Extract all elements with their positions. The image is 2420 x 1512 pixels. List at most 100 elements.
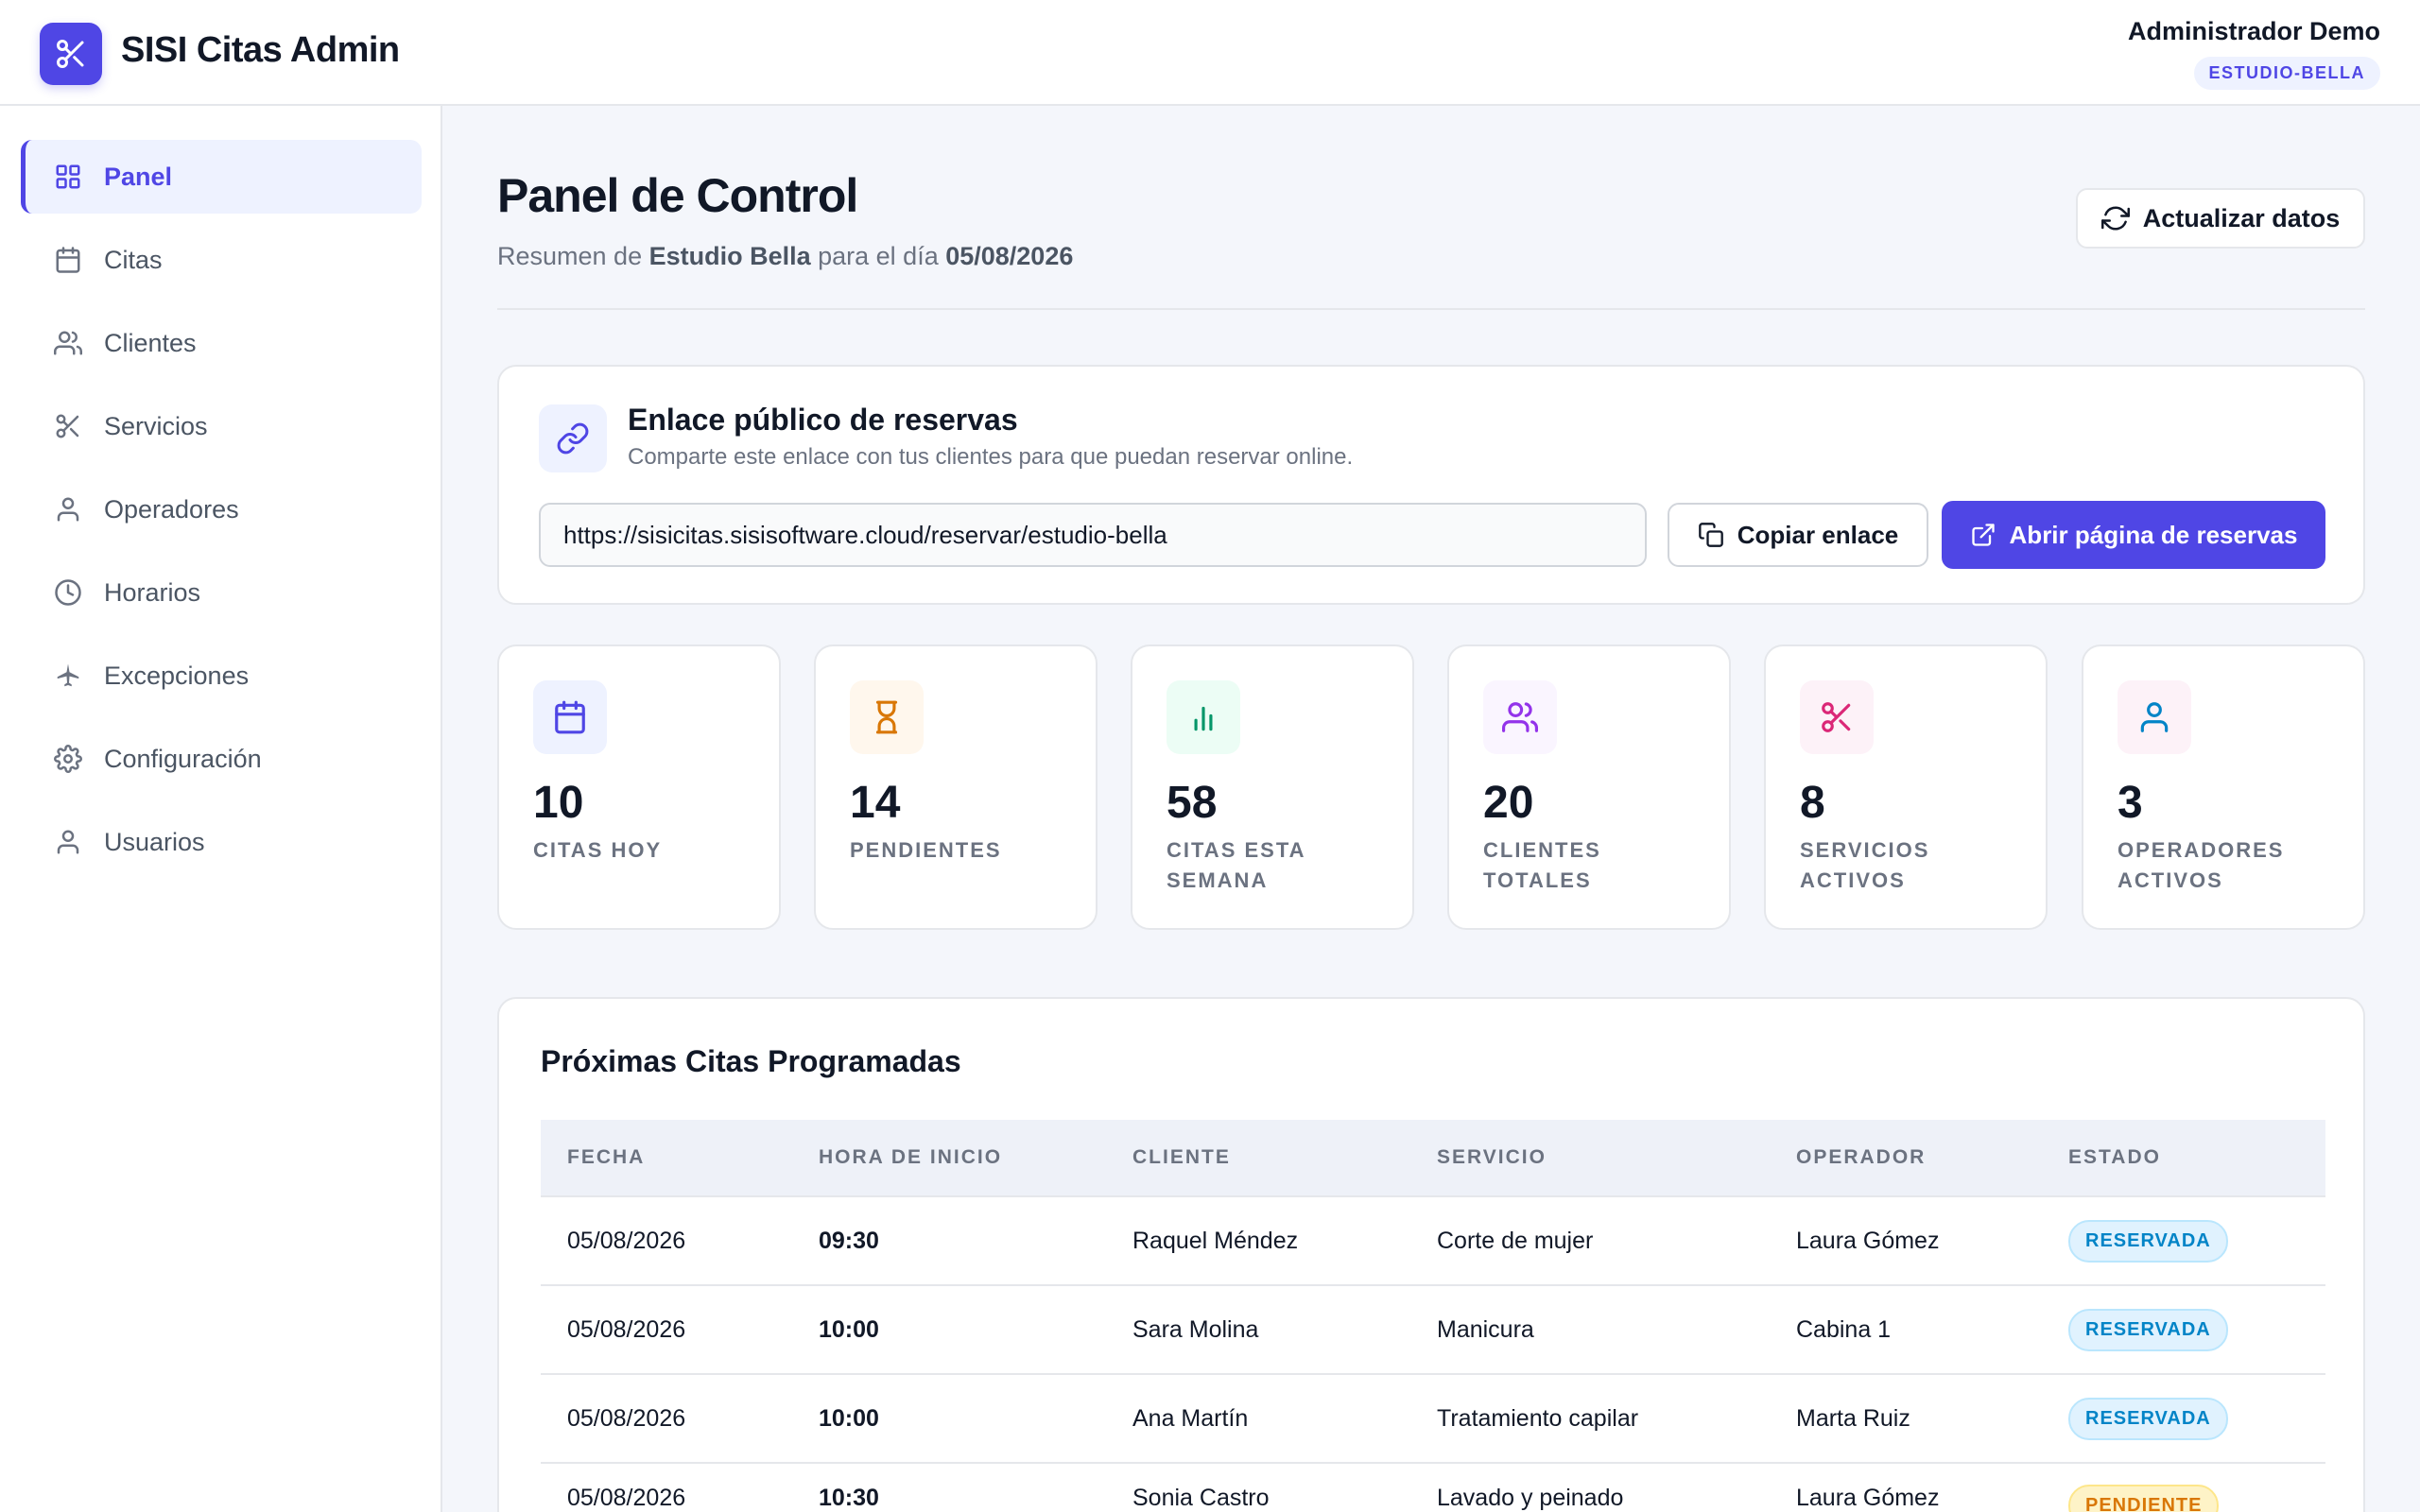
subtitle-mid: para el día — [810, 242, 946, 270]
sidebar-item-label: Operadores — [104, 494, 239, 524]
header-divider — [497, 308, 2365, 310]
sidebar-item-label: Citas — [104, 245, 163, 274]
stat-label: Pendientes — [850, 838, 1002, 862]
user-icon — [53, 827, 83, 857]
copy-icon — [1698, 523, 1723, 547]
column-header-fecha[interactable]: FECHA — [567, 1146, 646, 1168]
stat-value: 10 — [533, 778, 584, 828]
table-row[interactable]: 05/08/2026 10:30 Sonia Castro Lavado y p… — [541, 1464, 2325, 1512]
subtitle-prefix: Resumen de — [497, 242, 649, 270]
users-icon — [53, 328, 83, 358]
top-bar: SISI Citas Admin Administrador Demo ESTU… — [0, 0, 2420, 106]
stat-value: 8 — [1800, 778, 1825, 828]
user-icon — [2118, 680, 2191, 754]
calendar-icon — [53, 245, 83, 275]
cell-operador: Marta Ruiz — [1796, 1405, 1910, 1432]
refresh-label: Actualizar datos — [2142, 203, 2341, 232]
sidebar-item-label: Panel — [104, 162, 173, 191]
cell-fecha: 05/08/2026 — [567, 1316, 686, 1343]
column-header-cliente[interactable]: CLIENTE — [1132, 1146, 1231, 1168]
app-logo[interactable] — [40, 23, 102, 85]
open-booking-page-button[interactable]: Abrir página de reservas — [1942, 501, 2325, 569]
cell-hora: 10:00 — [819, 1405, 879, 1432]
copy-link-label: Copiar enlace — [1737, 520, 1899, 549]
open-booking-page-label: Abrir página de reservas — [2009, 520, 2298, 549]
scissors-icon — [53, 411, 83, 441]
stat-card-citas-semana: 58 Citas esta semana — [1131, 644, 1414, 930]
sidebar-item-horarios[interactable]: Horarios — [21, 556, 422, 629]
column-header-estado[interactable]: ESTADO — [2068, 1146, 2161, 1168]
sidebar: Panel Citas Clientes Servicios Operadore… — [0, 106, 442, 1512]
stat-label: Citas esta semana — [1167, 838, 1305, 892]
cell-hora: 10:00 — [819, 1316, 879, 1343]
sidebar-item-clientes[interactable]: Clientes — [21, 306, 422, 380]
stat-label: Clientes totales — [1483, 838, 1601, 892]
column-header-servicio[interactable]: SERVICIO — [1437, 1146, 1547, 1168]
clock-icon — [53, 577, 83, 608]
stat-card-citas-hoy: 10 Citas hoy — [497, 644, 781, 930]
cell-operador: Laura Gómez — [1796, 1485, 1940, 1511]
sidebar-item-label: Servicios — [104, 411, 208, 440]
sidebar-item-configuracion[interactable]: Configuración — [21, 722, 422, 796]
app-title: SISI Citas Admin — [121, 30, 400, 70]
refresh-icon — [2100, 206, 2130, 231]
table-row[interactable]: 05/08/2026 10:00 Sara Molina Manicura Ca… — [541, 1286, 2325, 1375]
tenant-badge: ESTUDIO-BELLA — [2193, 57, 2380, 90]
sidebar-item-panel[interactable]: Panel — [21, 140, 422, 214]
cell-cliente: Ana Martín — [1132, 1405, 1249, 1432]
table-row[interactable]: 05/08/2026 09:30 Raquel Méndez Corte de … — [541, 1197, 2325, 1286]
booking-url-input[interactable] — [539, 503, 1647, 567]
sidebar-item-servicios[interactable]: Servicios — [21, 389, 422, 463]
status-badge: RESERVADA — [2068, 1309, 2228, 1351]
column-header-operador[interactable]: OPERADOR — [1796, 1146, 1927, 1168]
cell-cliente: Sonia Castro — [1132, 1485, 1270, 1511]
sidebar-item-label: Clientes — [104, 328, 197, 357]
cell-fecha: 05/08/2026 — [567, 1228, 686, 1254]
status-badge: PENDIENTE — [2068, 1485, 2220, 1512]
stat-card-pendientes: 14 Pendientes — [814, 644, 1098, 930]
user-name[interactable]: Administrador Demo — [2127, 17, 2380, 45]
column-header-hora[interactable]: HORA DE INICIO — [819, 1146, 1003, 1168]
sidebar-item-citas[interactable]: Citas — [21, 223, 422, 297]
cell-operador: Laura Gómez — [1796, 1228, 1940, 1254]
sidebar-item-usuarios[interactable]: Usuarios — [21, 805, 422, 879]
cell-hora: 10:30 — [819, 1485, 879, 1511]
cell-operador: Cabina 1 — [1796, 1316, 1892, 1343]
stat-value: 3 — [2118, 778, 2143, 828]
stat-label: Citas hoy — [533, 838, 663, 862]
cell-fecha: 05/08/2026 — [567, 1405, 686, 1432]
stat-label: Operadores activos — [2118, 838, 2285, 892]
sidebar-item-operadores[interactable]: Operadores — [21, 472, 422, 546]
stat-label: Servicios activos — [1800, 838, 1930, 892]
bar-chart-icon — [1167, 680, 1240, 754]
table-row[interactable]: 05/08/2026 10:00 Ana Martín Tratamiento … — [541, 1375, 2325, 1464]
sidebar-item-excepciones[interactable]: Excepciones — [21, 639, 422, 713]
gear-icon — [53, 744, 83, 774]
stat-card-operadores-activos: 3 Operadores activos — [2082, 644, 2365, 930]
booking-link-title: Enlace público de reservas — [628, 403, 1018, 437]
sidebar-item-label: Usuarios — [104, 827, 205, 856]
page-subtitle: Resumen de Estudio Bella para el día 05/… — [497, 242, 1073, 271]
stat-card-servicios-activos: 8 Servicios activos — [1764, 644, 2048, 930]
scissors-icon — [1800, 680, 1874, 754]
studio-name: Estudio Bella — [648, 242, 811, 270]
sidebar-item-label: Configuración — [104, 744, 262, 773]
plane-icon — [53, 661, 83, 691]
cell-hora: 09:30 — [819, 1228, 879, 1254]
stat-value: 14 — [850, 778, 901, 828]
sidebar-item-label: Excepciones — [104, 661, 250, 690]
copy-link-button[interactable]: Copiar enlace — [1668, 503, 1928, 567]
stat-value: 20 — [1483, 778, 1534, 828]
status-badge: RESERVADA — [2068, 1220, 2228, 1263]
booking-link-card: Enlace público de reservas Comparte este… — [497, 365, 2365, 605]
status-badge: RESERVADA — [2068, 1398, 2228, 1440]
link-icon — [539, 404, 607, 472]
hourglass-icon — [850, 680, 924, 754]
current-date: 05/08/2026 — [945, 242, 1074, 270]
cell-servicio: Lavado y peinado — [1437, 1485, 1624, 1511]
refresh-button[interactable]: Actualizar datos — [2076, 188, 2365, 249]
users-icon — [1483, 680, 1557, 754]
table-header: FECHA HORA DE INICIO CLIENTE SERVICIO OP… — [541, 1120, 2325, 1197]
upcoming-appointments-card: Próximas Citas Programadas FECHA HORA DE… — [497, 997, 2365, 1512]
stat-card-clientes-totales: 20 Clientes totales — [1447, 644, 1731, 930]
